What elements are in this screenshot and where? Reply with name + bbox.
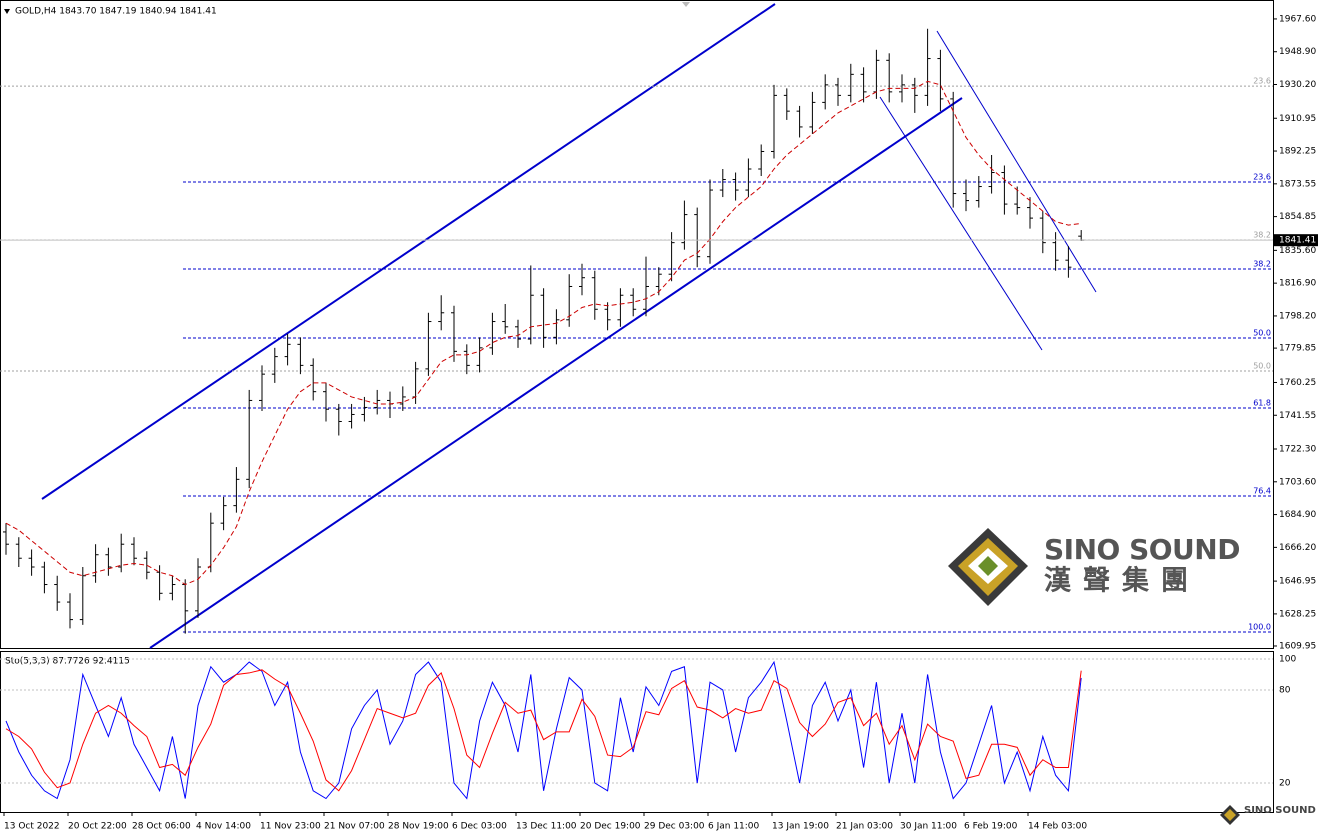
y-tick-label: 1798.20 <box>1279 311 1316 321</box>
fib-label: 38.2 <box>1253 259 1271 268</box>
current-price-label: 1841.41 <box>1279 236 1316 246</box>
stochastic-line <box>5 669 1082 792</box>
small-logo-text: SINO SOUND <box>1244 805 1316 816</box>
down-channel-upper <box>936 30 1097 293</box>
x-tick-label: 4 Nov 14:00 <box>196 822 251 832</box>
y-tick-label: 80 <box>1279 685 1291 695</box>
small-logo: SINO SOUND <box>1220 805 1316 825</box>
fib-label: 100.0 <box>1248 623 1271 632</box>
x-tick-label: 13 Dec 11:00 <box>516 822 577 832</box>
fib-label: 23.6 <box>1253 77 1271 86</box>
fib-label: 76.4 <box>1253 486 1271 495</box>
x-tick-label: 20 Dec 19:00 <box>580 822 641 832</box>
y-tick-label: 1892.25 <box>1279 147 1316 157</box>
chart-title: GOLD,H4 1843.70 1847.19 1840.94 1841.41 <box>15 7 217 17</box>
y-tick-label: 1722.30 <box>1279 445 1316 455</box>
y-tick-label: 1948.90 <box>1279 47 1316 57</box>
y-tick-label: 1835.60 <box>1279 246 1316 256</box>
y-tick-label: 20 <box>1279 779 1291 789</box>
channel-lower <box>149 97 963 649</box>
y-tick-label: 100 <box>1279 654 1296 664</box>
fib-label: 38.2 <box>1253 231 1271 240</box>
down-channel-lower <box>879 96 1043 351</box>
x-tick-label: 28 Oct 06:00 <box>132 822 191 832</box>
x-tick-label: 13 Oct 2022 <box>4 822 60 832</box>
indicator-pane-border <box>0 651 1274 813</box>
moving-average <box>5 80 1082 586</box>
x-tick-label: 30 Jan 11:00 <box>900 822 957 832</box>
y-tick-label: 1873.55 <box>1279 179 1316 189</box>
y-tick-label: 1910.95 <box>1279 114 1316 124</box>
indicator-title: Sto(5,3,3) 87.7726 92.4115 <box>5 657 130 667</box>
x-tick-label: 14 Feb 03:00 <box>1028 822 1087 832</box>
y-tick-label: 1646.95 <box>1279 577 1316 587</box>
watermark-logo: SINO SOUND 漢聲集團 <box>948 528 1240 606</box>
candles <box>3 28 1085 634</box>
x-tick-label: 28 Nov 19:00 <box>388 822 449 832</box>
y-tick-label: 1854.85 <box>1279 212 1316 222</box>
y-tick-label: 1741.55 <box>1279 411 1316 421</box>
fib-label: 61.8 <box>1253 398 1271 407</box>
y-tick-label: 1760.25 <box>1279 378 1316 388</box>
y-tick-label: 1628.25 <box>1279 609 1316 619</box>
y-tick-label: 1703.60 <box>1279 477 1316 487</box>
watermark-chinese: 漢聲集團 <box>1044 565 1200 597</box>
fib-label: 50.0 <box>1253 361 1271 370</box>
x-tick-label: 6 Feb 19:00 <box>964 822 1018 832</box>
y-tick-label: 1609.95 <box>1279 641 1316 651</box>
current-price-box <box>1274 234 1318 247</box>
x-tick-label: 6 Dec 03:00 <box>452 822 507 832</box>
x-tick-label: 6 Jan 11:00 <box>708 822 760 832</box>
symbol-menu-arrow[interactable] <box>4 9 10 14</box>
stochastic-line <box>5 660 1082 800</box>
watermark-brand: SINO SOUND <box>1044 533 1240 566</box>
y-tick-label: 1930.20 <box>1279 80 1316 90</box>
fib-label: 50.0 <box>1253 329 1271 338</box>
fib-label: 23.6 <box>1253 172 1271 181</box>
y-tick-label: 1666.20 <box>1279 543 1316 553</box>
x-tick-label: 20 Oct 22:00 <box>68 822 127 832</box>
shift-marker <box>682 2 690 7</box>
y-tick-label: 1967.60 <box>1279 14 1316 24</box>
x-tick-label: 29 Dec 03:00 <box>644 822 705 832</box>
x-tick-label: 21 Nov 07:00 <box>324 822 385 832</box>
y-tick-label: 1684.90 <box>1279 510 1316 520</box>
x-tick-label: 13 Jan 19:00 <box>772 822 829 832</box>
main-pane-border <box>0 0 1274 649</box>
y-tick-label: 1816.90 <box>1279 279 1316 289</box>
x-tick-label: 21 Jan 03:00 <box>836 822 893 832</box>
y-tick-label: 1779.85 <box>1279 344 1316 354</box>
x-tick-label: 11 Nov 23:00 <box>260 822 321 832</box>
